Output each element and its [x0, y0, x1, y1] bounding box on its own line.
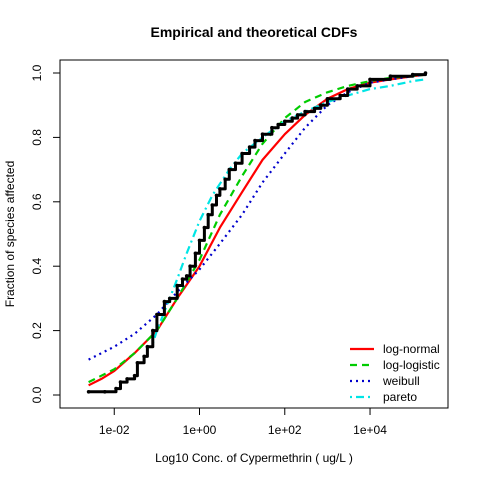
- series-layer: [86, 71, 428, 394]
- empirical-point: [197, 238, 202, 243]
- legend-label-pareto: pareto: [383, 390, 417, 404]
- empirical-point: [270, 125, 274, 130]
- empirical-point: [319, 103, 323, 107]
- empirical-cdf-line: [88, 73, 427, 394]
- empirical-point: [125, 377, 129, 381]
- empirical-point: [312, 106, 317, 111]
- y-tick-label: 1.0: [30, 64, 44, 81]
- chart-legend: log-normal log-logistic weibull pareto: [350, 342, 440, 404]
- y-tick-label: 0.8: [30, 129, 44, 146]
- y-tick-label: 0.0: [30, 386, 44, 403]
- empirical-point: [276, 122, 281, 127]
- empirical-point: [253, 138, 257, 143]
- empirical-point: [388, 74, 393, 78]
- empirical-point: [338, 93, 343, 98]
- empirical-point: [325, 97, 330, 101]
- empirical-point: [233, 161, 238, 165]
- y-tick-label: 0.6: [30, 193, 44, 210]
- empirical-point: [303, 109, 307, 114]
- y-tick-label: 0.4: [30, 258, 44, 275]
- empirical-point: [283, 119, 287, 124]
- x-tick-label: 1e+00: [183, 423, 217, 437]
- y-axis: 0.0 0.2 0.4 0.6 0.8 1.0: [30, 64, 60, 403]
- x-axis-label: Log10 Conc. of Cypermethrin ( ug/L ): [155, 451, 353, 465]
- empirical-point: [175, 283, 179, 288]
- y-axis-label: Fraction of species affected: [3, 161, 17, 308]
- empirical-point: [135, 361, 140, 365]
- empirical-point: [142, 354, 146, 359]
- empirical-point: [227, 167, 232, 172]
- empirical-point: [206, 212, 210, 217]
- empirical-point: [218, 187, 222, 191]
- empirical-point: [103, 390, 107, 394]
- empirical-point: [86, 390, 91, 394]
- empirical-point: [260, 132, 265, 136]
- empirical-point: [202, 225, 207, 230]
- empirical-point: [355, 84, 360, 88]
- empirical-point: [180, 277, 185, 281]
- empirical-point: [114, 386, 118, 391]
- y-tick-label: 0.2: [30, 322, 44, 339]
- empirical-point: [167, 296, 172, 301]
- empirical-point: [118, 380, 123, 384]
- empirical-point: [368, 77, 372, 82]
- empirical-point: [162, 299, 167, 304]
- empirical-point: [145, 344, 150, 349]
- x-tick-label: 1e+02: [268, 423, 302, 437]
- empirical-point: [247, 145, 252, 149]
- series-log-normal-line: [88, 73, 426, 387]
- empirical-point: [345, 87, 350, 91]
- empirical-point: [155, 312, 159, 317]
- empirical-point: [214, 193, 219, 198]
- empirical-point: [290, 116, 295, 120]
- x-tick-label: 1e+04: [353, 423, 387, 437]
- empirical-point: [210, 203, 215, 207]
- empirical-point: [184, 274, 189, 278]
- legend-label-log-normal: log-normal: [383, 342, 440, 356]
- series-weibull-line: [88, 73, 426, 361]
- empirical-point: [188, 264, 192, 269]
- empirical-point: [151, 328, 155, 333]
- empirical-point: [132, 373, 137, 378]
- empirical-point: [295, 113, 300, 117]
- empirical-point: [240, 151, 244, 156]
- legend-label-log-logistic: log-logistic: [383, 358, 440, 372]
- empirical-point: [423, 71, 428, 75]
- legend-label-weibull: weibull: [382, 374, 420, 388]
- empirical-point: [410, 72, 415, 77]
- series-log-logistic-line: [88, 73, 426, 384]
- x-tick-label: 1e-02: [99, 423, 130, 437]
- series-pareto-line: [151, 78, 426, 344]
- empirical-point: [223, 177, 227, 182]
- x-axis: 1e-02 1e+00 1e+02 1e+04: [99, 407, 387, 437]
- empirical-point: [193, 251, 198, 256]
- chart-title: Empirical and theoretical CDFs: [151, 24, 358, 40]
